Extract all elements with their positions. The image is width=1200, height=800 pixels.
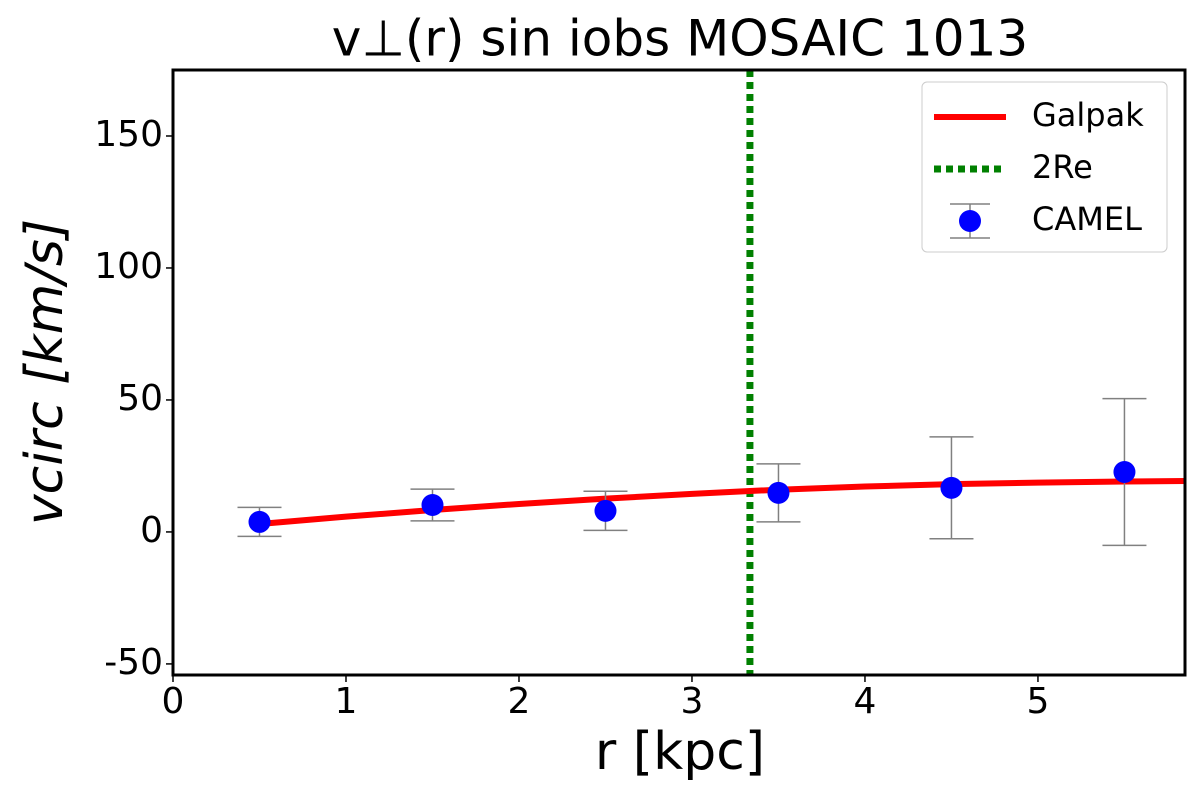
legend-label: Galpak — [1032, 96, 1144, 134]
legend-swatch — [959, 210, 981, 232]
y-tick-label: 100 — [94, 246, 163, 287]
legend-label: 2Re — [1032, 148, 1093, 186]
line-series — [259, 477, 1185, 528]
x-tick-label: 5 — [1027, 681, 1050, 722]
x-tick-label: 3 — [681, 681, 704, 722]
legend-box — [921, 81, 1168, 253]
legend-label: CAMEL — [1032, 200, 1142, 238]
x-tick-label: 1 — [335, 681, 358, 722]
data-point — [421, 494, 444, 517]
x-tick-label: 0 — [162, 681, 185, 722]
plot-frame — [171, 68, 1187, 677]
y-axis-label: vcirc [km/s] — [15, 219, 75, 525]
data-point — [594, 499, 617, 522]
y-tick-label: -50 — [104, 642, 163, 683]
y-tick-label: 0 — [140, 510, 163, 551]
data-point — [767, 481, 790, 504]
x-axis-label: r [kpc] — [595, 722, 765, 782]
data-point — [940, 476, 963, 499]
data-point — [248, 510, 271, 533]
x-tick-label: 4 — [854, 681, 877, 722]
data-point — [1113, 461, 1136, 484]
y-tick-label: 150 — [94, 114, 163, 155]
chart-title: v⊥(r) sin iobs MOSAIC 1013 — [332, 10, 1028, 68]
y-tick-label: 50 — [117, 378, 163, 419]
plot-area — [237, 70, 1185, 675]
x-tick-label: 2 — [508, 681, 531, 722]
